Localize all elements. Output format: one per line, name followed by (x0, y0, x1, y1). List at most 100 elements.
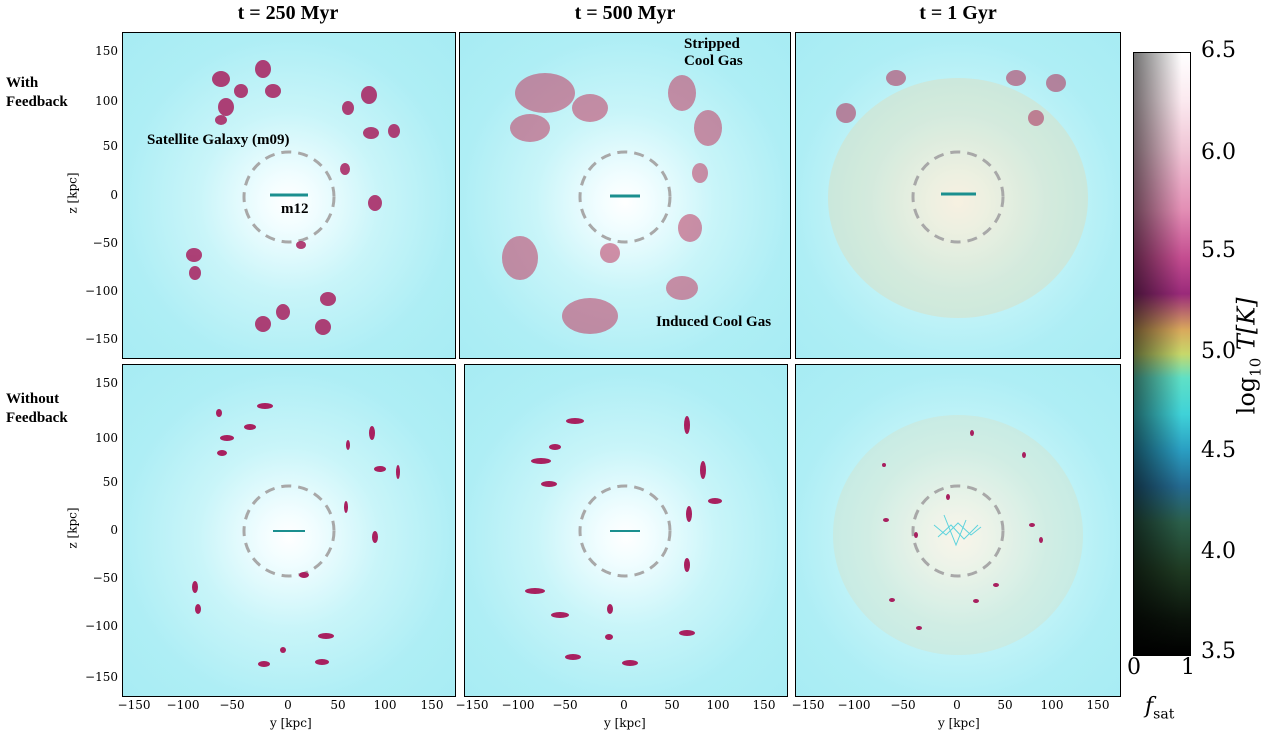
row-label-with-feedback: With Feedback (6, 74, 68, 112)
colorbar-x-tick: 1 (1181, 655, 1195, 680)
y-tick: 50 (102, 475, 118, 489)
x-tick: −50 (219, 698, 245, 712)
row-label-line: With (6, 75, 39, 91)
x-tick: 0 (284, 698, 292, 712)
annotation-stripped-cool-gas: Stripped Cool Gas (684, 36, 743, 70)
x-axis-label: y [kpc] (270, 716, 312, 730)
satellite-clumps (192, 403, 400, 667)
panel-image (833, 415, 1083, 655)
colorbar-tick: 6.0 (1201, 140, 1236, 165)
x-tick: 150 (752, 698, 776, 712)
diffuse-cool-gas (828, 78, 1088, 318)
colorbar-tick: 5.0 (1201, 339, 1236, 364)
panel-without-feedback-500myr (464, 364, 788, 697)
x-tick: −150 (791, 698, 825, 712)
x-tick: −50 (552, 698, 578, 712)
x-tick: 50 (664, 698, 680, 712)
y-tick: −100 (85, 619, 118, 633)
x-tick: −50 (890, 698, 916, 712)
column-title-2: t = 500 Myr (574, 2, 676, 24)
y-tick: −150 (85, 670, 118, 684)
colorbar-tick: 4.5 (1201, 438, 1236, 463)
colorbar (1133, 52, 1191, 656)
y-tick: 100 (95, 94, 118, 108)
y-tick: 50 (102, 139, 118, 153)
x-tick: −150 (455, 698, 489, 712)
panel-with-feedback-1gyr (795, 32, 1121, 359)
x-tick: 150 (420, 698, 444, 712)
panel-image (828, 70, 1088, 318)
colorbar-label-sub: 10 (1246, 357, 1265, 377)
annotation-induced-cool-gas: Induced Cool Gas (656, 314, 772, 330)
virial-circle (911, 150, 1005, 244)
colorbar-tick: 6.5 (1201, 38, 1236, 63)
y-tick: 100 (95, 431, 118, 445)
x-axis-label: y [kpc] (938, 716, 980, 730)
row-label-line: Feedback (6, 410, 68, 426)
satellite-clumps (525, 416, 722, 666)
host-disk-turbulent (933, 514, 982, 547)
y-tick: 0 (110, 523, 118, 537)
panel-image (192, 403, 400, 667)
annotation-line: Cool Gas (684, 53, 743, 69)
y-tick: 150 (95, 376, 118, 390)
row-label-line: Without (6, 391, 60, 407)
virial-circle (242, 150, 336, 244)
stripped-gas-clumps (836, 70, 1066, 126)
colorbar-label: log10 T[K] (1233, 297, 1265, 414)
stripped-gas-clumps (502, 73, 722, 334)
virial-circle (578, 150, 672, 244)
colorbar-x-label-main: f (1145, 694, 1154, 719)
x-tick: 100 (1040, 698, 1064, 712)
panel-with-feedback-500myr: Stripped Cool Gas Induced Cool Gas (459, 32, 791, 359)
y-axis-label: z [kpc] (65, 507, 80, 549)
y-tick: −50 (92, 236, 118, 250)
virial-circle (911, 484, 1005, 578)
row-label-line: Feedback (6, 94, 68, 110)
colorbar-x-label: fsat (1145, 694, 1174, 722)
column-title-1: t = 250 Myr (237, 2, 339, 24)
y-tick: 0 (110, 188, 118, 202)
colorbar-saturation-overlay (1134, 53, 1190, 655)
y-axis-label: z [kpc] (65, 172, 80, 214)
x-tick: 0 (620, 698, 628, 712)
x-tick: 50 (997, 698, 1013, 712)
colorbar-tick: 3.5 (1201, 639, 1236, 664)
colorbar-x-label-sub: sat (1153, 706, 1175, 723)
x-tick: −100 (837, 698, 871, 712)
x-tick: −100 (501, 698, 535, 712)
y-tick: −100 (85, 284, 118, 298)
x-axis-label: y [kpc] (604, 716, 646, 730)
virial-circle (578, 484, 672, 578)
y-tick: 150 (95, 44, 118, 58)
x-tick: 50 (330, 698, 346, 712)
satellite-clumps (186, 60, 400, 335)
panel-without-feedback-1gyr (795, 364, 1121, 697)
colorbar-label-rest: T[K] (1232, 297, 1261, 358)
x-tick: 100 (373, 698, 397, 712)
colorbar-x-tick: 0 (1127, 655, 1141, 680)
annotation-line: Stripped (684, 36, 740, 52)
satellite-clumps (882, 430, 1043, 630)
virial-circle (242, 484, 336, 578)
colorbar-tick: 5.5 (1201, 238, 1236, 263)
row-label-without-feedback: Without Feedback (6, 390, 68, 428)
annotation-host: m12 (281, 201, 309, 217)
panel-with-feedback-250myr: Satellite Galaxy (m09) m12 (122, 32, 456, 359)
panel-without-feedback-250myr (122, 364, 456, 697)
panel-image (186, 60, 400, 335)
y-tick: −150 (85, 332, 118, 346)
panel-image (502, 73, 722, 334)
colorbar-tick: 4.0 (1201, 539, 1236, 564)
x-tick: −100 (166, 698, 200, 712)
x-tick: 0 (953, 698, 961, 712)
y-tick: −50 (92, 571, 118, 585)
x-tick: −150 (117, 698, 151, 712)
diffuse-cool-gas (833, 415, 1083, 655)
column-title-3: t = 1 Gyr (919, 2, 997, 24)
annotation-satellite: Satellite Galaxy (m09) (147, 132, 290, 148)
x-tick: 100 (706, 698, 730, 712)
panel-image (525, 416, 722, 666)
x-tick: 150 (1086, 698, 1110, 712)
colorbar-label-main: log (1232, 376, 1261, 415)
